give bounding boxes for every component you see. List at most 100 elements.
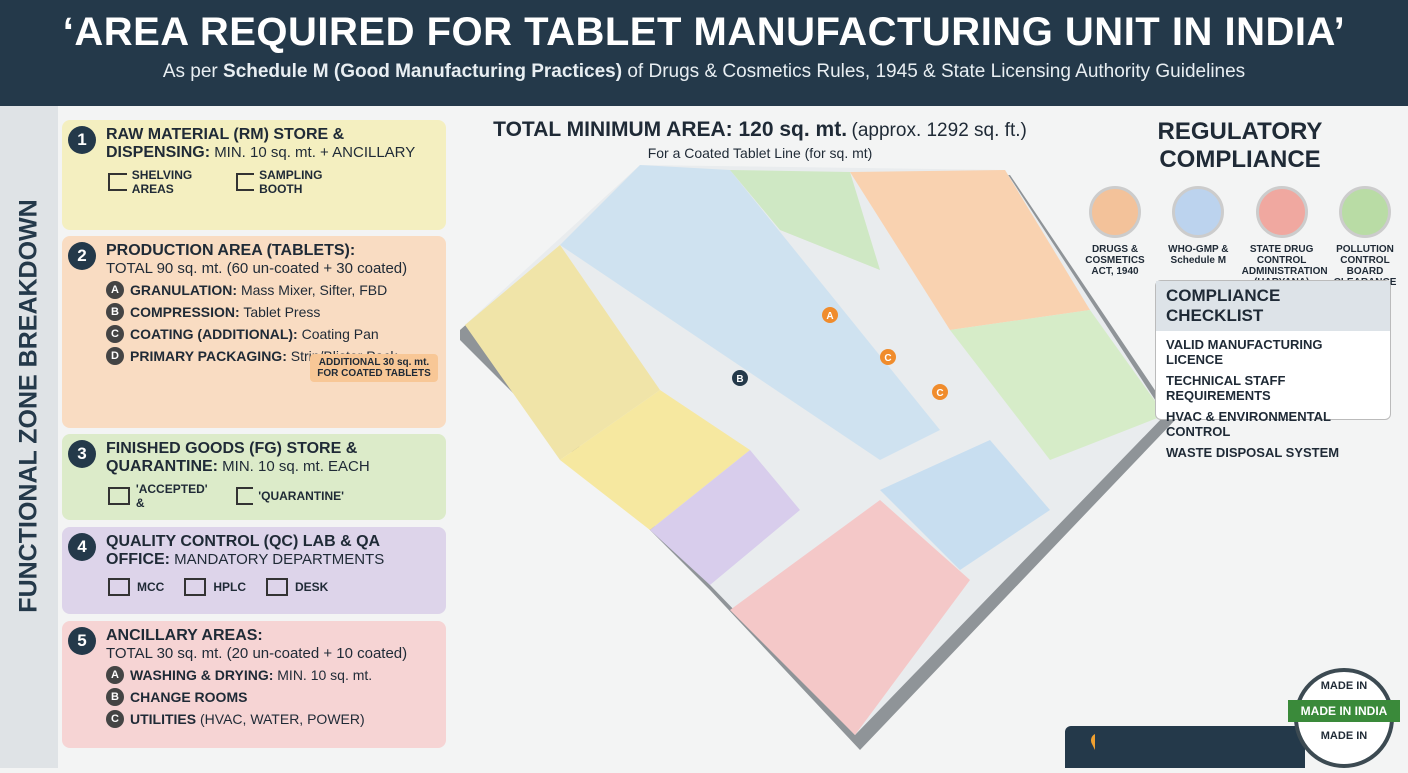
- item-detail: (HVAC, WATER, POWER): [200, 711, 365, 727]
- zone-number: 1: [68, 126, 96, 154]
- icon: MCC: [106, 575, 164, 599]
- marker: [932, 384, 948, 400]
- badge: STATE DRUG CONTROL ADMINISTRATION (HARYA…: [1242, 186, 1328, 288]
- item-letter: B: [106, 303, 124, 321]
- item-text: COMPRESSION: Tablet Press: [130, 304, 320, 320]
- badge-icon: [1338, 186, 1391, 238]
- item-letter: C: [106, 325, 124, 343]
- zone-title: RAW MATERIAL (RM) STORE & DISPENSING:: [106, 126, 345, 161]
- icon-label: MCC: [137, 580, 165, 594]
- icon-graphic: [108, 487, 130, 505]
- zone-heading: FINISHED GOODS (FG) STORE & QUARANTINE: …: [106, 440, 438, 476]
- zone-heading: RAW MATERIAL (RM) STORE & DISPENSING: MI…: [106, 126, 438, 162]
- marker: [880, 349, 896, 365]
- icon-graphic: [236, 173, 255, 191]
- badge-label: DRUGS & COSMETICS ACT, 1940: [1085, 244, 1145, 277]
- marker-label: A: [826, 311, 833, 322]
- zone-note: ADDITIONAL 30 sq. mt. FOR COATED TABLETS: [310, 354, 438, 382]
- zone-detail: MANDATORY DEPARTMENTS: [174, 551, 385, 568]
- badge-icon: [1172, 186, 1225, 238]
- zone-number: 2: [68, 242, 96, 270]
- badge: DRUGS & COSMETICS ACT, 1940: [1075, 186, 1155, 288]
- zone-detail: MIN. 10 sq. mt. + ANCILLARY: [214, 144, 416, 161]
- zone-item: C UTILITIES (HVAC, WATER, POWER): [106, 710, 438, 728]
- icon-label: HPLC: [213, 580, 246, 594]
- badge-label: WHO-GMP & Schedule M: [1168, 244, 1229, 266]
- zone-detail: TOTAL 30 sq. mt. (20 un-coated + 10 coat…: [106, 645, 408, 662]
- icon-label: 'QUARANTINE': [258, 489, 344, 503]
- checklist: COMPLIANCE CHECKLIST VALID MANUFACTURING…: [1155, 280, 1391, 460]
- zone-title: PRODUCTION AREA (TABLETS):: [106, 242, 356, 259]
- zone-detail: TOTAL 90 sq. mt. (60 un-coated + 30 coat…: [106, 260, 408, 277]
- marker-label: B: [736, 374, 743, 385]
- item-detail: Mass Mixer, Sifter, FBD: [240, 282, 388, 298]
- zone: 1 RAW MATERIAL (RM) STORE & DISPENSING: M…: [62, 120, 446, 230]
- room-coating: [850, 170, 1090, 330]
- zone: 4 QUALITY CONTROL (QC) LAB & QA OFFICE: M…: [62, 527, 446, 614]
- zone-number: 4: [68, 533, 96, 561]
- floor-plan: A B C C: [460, 165, 1175, 750]
- checklist-item: TECHNICAL STAFF REQUIREMENTS: [1166, 373, 1286, 403]
- badges: DRUGS & COSMETICS ACT, 1940 WHO-GMP & Sch…: [1075, 186, 1405, 288]
- icon-row: 'ACCEPTED' & 'QUARANTINE': [106, 482, 438, 510]
- icon-row: MCC HPLC DESK: [106, 575, 438, 599]
- badge-icon: [1089, 186, 1141, 238]
- icon: DESK: [264, 575, 328, 599]
- icon-graphic: [236, 487, 254, 505]
- icon: 'ACCEPTED' &: [106, 482, 216, 510]
- checklist-item: HVAC & ENVIRONMENTAL CONTROL: [1166, 409, 1331, 439]
- stamp-bottom: MADE IN: [1320, 730, 1368, 742]
- header: ‘AREA REQUIRED FOR TABLET MANUFACTURING …: [0, 0, 1408, 106]
- icon-label: DESK: [295, 580, 329, 594]
- icon-graphic: [184, 578, 207, 596]
- icon: SHELVING AREAS: [106, 168, 216, 196]
- icon-shape: [108, 173, 127, 191]
- item-label: UTILITIES: [130, 711, 197, 727]
- item-text: CHANGE ROOMS: [130, 689, 247, 705]
- sidebar-label: FUNCTIONAL ZONE BREAKDOWN: [14, 199, 43, 613]
- zone-item: A WASHING & DRYING: MIN. 10 sq. mt.: [106, 666, 438, 684]
- icon-row: SHELVING AREAS SAMPLING BOOTH: [106, 168, 438, 196]
- item-label: COATING (ADDITIONAL):: [130, 326, 298, 342]
- zone-heading: QUALITY CONTROL (QC) LAB & QA OFFICE: MA…: [106, 533, 438, 569]
- checklist-title: COMPLIANCE CHECKLIST: [1156, 281, 1390, 331]
- room-store: [560, 390, 750, 530]
- room-production: [560, 165, 940, 460]
- item-letter: A: [106, 666, 124, 684]
- zone: 2 PRODUCTION AREA (TABLETS): TOTAL 90 sq.…: [62, 236, 446, 428]
- marker: [822, 307, 838, 323]
- approx-area: (approx. 1292 sq. ft.): [851, 120, 1027, 141]
- subtitle: As per Schedule M (Good Manufacturing Pr…: [0, 61, 1408, 83]
- item-letter: A: [106, 281, 124, 299]
- markers: A B C C: [732, 307, 948, 400]
- stamp-center: MADE IN INDIA: [1288, 700, 1400, 722]
- item-letter: B: [106, 688, 124, 706]
- badge-icon: [1255, 186, 1308, 238]
- center-subtitle: For a Coated Tablet Line (for sq. mt): [647, 145, 873, 161]
- icon-label: SHELVING AREAS: [131, 168, 193, 196]
- item-text: UTILITIES (HVAC, WATER, POWER): [130, 711, 365, 727]
- checklist-item: VALID MANUFACTURING LICENCE: [1166, 337, 1323, 367]
- zone-number: 5: [68, 627, 96, 655]
- total-area: TOTAL MINIMUM AREA: 120 sq. mt.: [493, 118, 848, 141]
- zone-title: FINISHED GOODS (FG) STORE & QUARANTINE:: [106, 440, 358, 475]
- icon-shape: [236, 487, 254, 505]
- room-qc: [650, 450, 800, 585]
- title: ‘AREA REQUIRED FOR TABLET MANUFACTURING …: [62, 10, 1346, 54]
- item-label: PRIMARY PACKAGING:: [130, 348, 287, 364]
- subtitle-suffix: of Drugs & Cosmetics Rules, 1945 & State…: [627, 61, 1246, 82]
- item-label: CHANGE ROOMS: [130, 689, 248, 705]
- item-text: GRANULATION: Mass Mixer, Sifter, FBD: [130, 282, 387, 298]
- center-header: TOTAL MINIMUM AREA: 120 sq. mt. (approx.…: [460, 118, 1060, 161]
- icon-shape: [184, 578, 207, 596]
- zone-number: 3: [68, 440, 96, 468]
- sidebar: FUNCTIONAL ZONE BREAKDOWN: [0, 106, 58, 768]
- badge: POLLUTION CONTROL BOARD CLEARANCE: [1325, 186, 1405, 288]
- icon: SAMPLING BOOTH: [234, 168, 344, 196]
- item-detail: Tablet Press: [243, 304, 321, 320]
- zone-detail: MIN. 10 sq. mt. EACH: [222, 458, 370, 475]
- zone: 5 ANCILLARY AREAS: TOTAL 30 sq. mt. (20 u…: [62, 621, 446, 748]
- item-letter: D: [106, 347, 124, 365]
- item-letter: C: [106, 710, 124, 728]
